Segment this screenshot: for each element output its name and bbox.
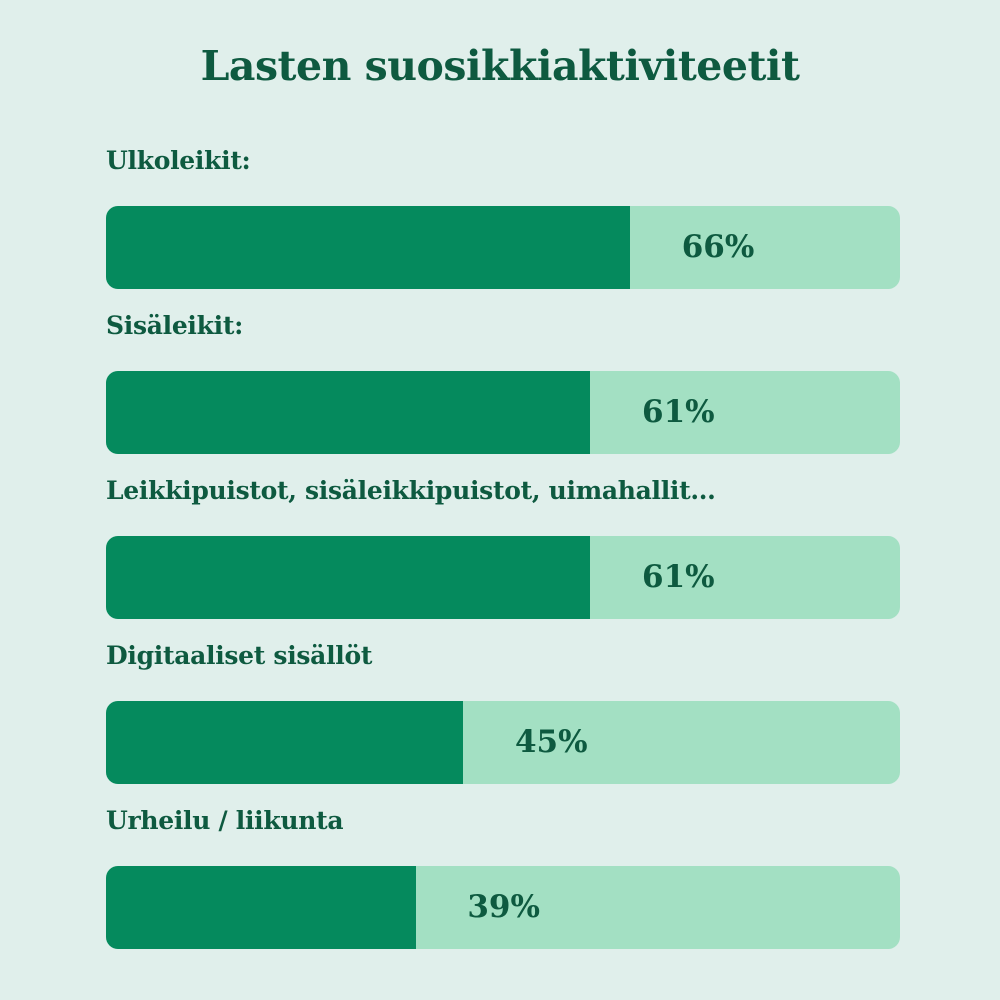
bar [106, 866, 416, 949]
bar-track: 39% [106, 866, 900, 949]
bar-track: 45% [106, 701, 900, 784]
bar-track: 61% [106, 536, 900, 619]
data-label: 39% [467, 889, 540, 925]
bar [106, 536, 591, 619]
category-label: Leikkipuistot, sisäleikkipuistot, uimaha… [106, 476, 716, 505]
bar [106, 371, 591, 454]
data-label: 61% [642, 394, 715, 430]
bar [106, 206, 631, 289]
data-label: 61% [642, 559, 715, 595]
category-label: Ulkoleikit: [106, 146, 251, 175]
bar-track: 66% [106, 206, 900, 289]
chart-title: Lasten suosikkiaktiviteetit [200, 42, 800, 90]
bar [106, 701, 464, 784]
category-label: Digitaaliset sisällöt [106, 641, 373, 670]
bar-track: 61% [106, 371, 900, 454]
data-label: 66% [681, 229, 755, 265]
category-label: Urheilu / liikunta [106, 806, 344, 835]
data-label: 45% [514, 724, 588, 760]
category-label: Sisäleikit: [106, 311, 244, 340]
